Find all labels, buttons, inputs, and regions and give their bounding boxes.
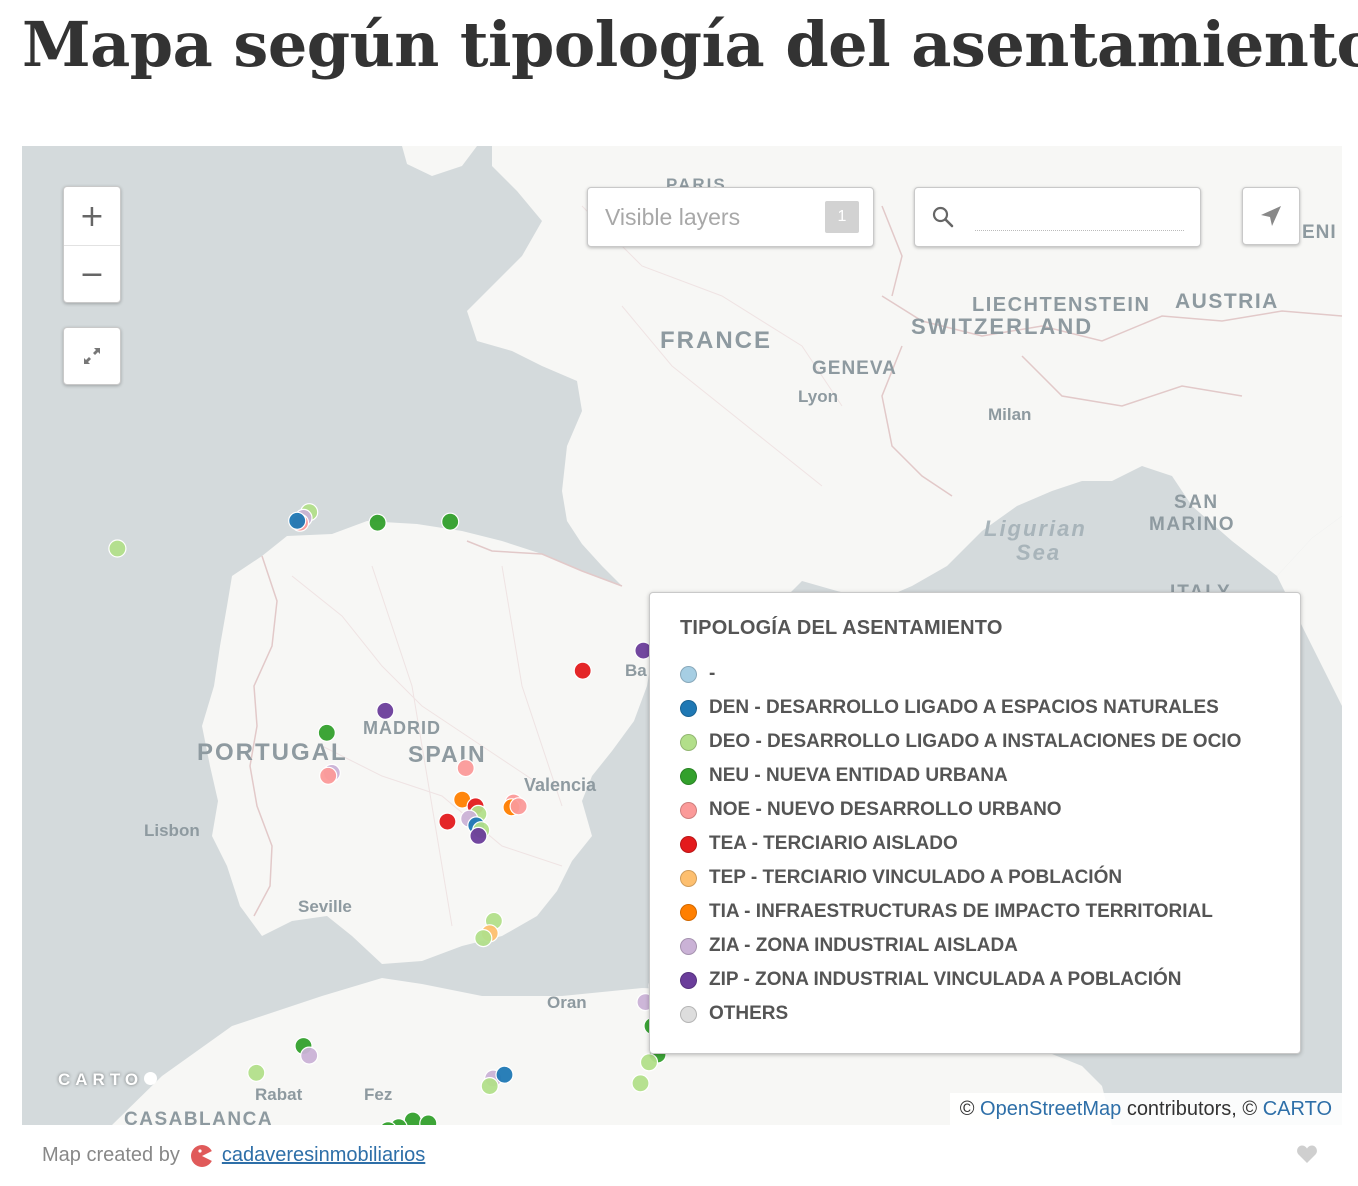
land-iberia [202,521,657,964]
carto-logo: CARTO [58,1070,158,1090]
legend-swatch [680,971,697,989]
legend-label: NEU - NUEVA ENTIDAD URBANA [709,765,1008,786]
search-box [914,187,1201,247]
country-borders [249,205,1342,917]
visible-layers-label: Visible layers [605,203,741,230]
map-marker[interactable] [389,1118,408,1125]
attribution-middle: contributors, © [1126,1097,1258,1120]
legend-swatch [680,903,697,921]
visible-layers-dropdown[interactable]: Visible layers 1 [587,187,874,247]
legend-swatch [680,869,697,887]
legend-item: OTHERS [680,997,1270,1031]
legend-item: TEA - TERCIARIO AISLADO [680,827,1270,861]
map-canvas[interactable]: PARIS FRANCE LIECHTENSTEIN AUSTRIA SWITZ… [22,146,1342,1125]
layers-count-badge: 1 [825,201,859,233]
legend-label: TEP - TERCIARIO VINCULADO A POBLACIÓN [709,867,1123,888]
heart-icon[interactable] [1296,1144,1318,1164]
carto-logo-text: CARTO [58,1070,144,1089]
zoom-out-button[interactable]: − [64,245,120,303]
legend-item: NEU - NUEVA ENTIDAD URBANA [680,759,1270,793]
map-marker[interactable] [495,1065,514,1084]
legend-swatch [680,699,697,717]
map-marker[interactable] [288,511,307,530]
legend-label: TEA - TERCIARIO AISLADO [709,833,958,854]
map-marker[interactable] [469,826,488,846]
carto-logo-dot [144,1072,158,1085]
fullscreen-icon [84,348,100,364]
land-europe [467,146,1342,626]
map-marker[interactable] [380,1121,397,1125]
attribution-copyright: © [959,1097,975,1120]
search-input[interactable] [975,203,1184,224]
legend-swatch [680,937,697,955]
map-marker[interactable] [419,1114,438,1125]
map-attribution: © OpenStreetMap contributors, © CARTO [949,1093,1342,1125]
author-link[interactable]: cadaveresinmobiliarios [221,1144,426,1166]
map-marker[interactable] [480,1076,499,1096]
legend-swatch [680,1005,697,1023]
legend-item: TIA - INFRAESTRUCTURAS DE IMPACTO TERRIT… [680,895,1270,929]
fullscreen-button[interactable] [63,327,121,385]
land-italy [1277,516,1342,706]
legend-label: DEN - DESARROLLO LIGADO A ESPACIOS NATUR… [709,697,1219,718]
land-uk [402,146,477,176]
legend-swatch [680,835,697,853]
locate-button[interactable] [1242,187,1300,245]
legend-item: NOE - NUEVO DESARROLLO URBANO [680,793,1270,827]
map-marker[interactable] [368,513,387,532]
legend-item: ZIA - ZONA INDUSTRIAL AISLADA [680,929,1270,963]
map-marker[interactable] [639,1053,659,1072]
map-marker[interactable] [631,1074,650,1093]
legend-swatch [680,767,697,785]
legend-label: OTHERS [709,1003,789,1024]
legend-swatch [680,665,697,683]
legend-list: - DEN - DESARROLLO LIGADO A ESPACIOS NATU… [680,657,1270,1031]
legend-label: TIA - INFRAESTRUCTURAS DE IMPACTO TERRIT… [709,901,1213,922]
map-marker[interactable] [403,1111,422,1125]
legend-label: ZIP - ZONA INDUSTRIAL VINCULADA A POBLAC… [709,969,1182,990]
page-title: Mapa según tipología del asentamiento [22,8,1358,81]
map-marker[interactable] [376,701,395,720]
user-avatar-icon [190,1144,214,1167]
legend-item: DEN - DESARROLLO LIGADO A ESPACIOS NATUR… [680,691,1270,725]
legend-label: ZIA - ZONA INDUSTRIAL AISLADA [709,935,1018,956]
legend-label: DEO - DESARROLLO LIGADO A INSTALACIONES … [709,731,1242,752]
legend-item: - [680,657,1270,691]
map-footer: Map created by cadaveresinmobiliarios [22,1125,1342,1186]
map-marker[interactable] [456,758,475,778]
map-marker[interactable] [108,539,127,558]
legend-item: ZIP - ZONA INDUSTRIAL VINCULADA A POBLAC… [680,963,1270,997]
map-marker[interactable] [441,512,460,531]
zoom-control: + − [63,186,121,303]
map-marker[interactable] [438,812,457,831]
map-marker[interactable] [573,661,592,680]
zoom-in-button[interactable]: + [79,198,105,234]
basemap[interactable] [22,146,1342,1125]
map-marker[interactable] [319,766,338,785]
legend-panel: TIPOLOGÍA DEL ASENTAMIENTO - DEN - DESARR… [649,592,1301,1054]
legend-item: DEO - DESARROLLO LIGADO A INSTALACIONES … [680,725,1270,759]
legend-label: - [709,663,716,684]
legend-swatch [680,733,697,751]
navigation-arrow-icon [1261,206,1281,226]
map-marker[interactable] [474,928,493,948]
openstreetmap-link[interactable]: OpenStreetMap [980,1097,1122,1120]
map-marker[interactable] [247,1063,266,1082]
legend-item: TEP - TERCIARIO VINCULADO A POBLACIÓN [680,861,1270,895]
map-marker[interactable] [317,723,336,742]
map-marker[interactable] [300,1046,319,1065]
search-icon [932,206,954,228]
legend-swatch [680,801,697,819]
legend-title: TIPOLOGÍA DEL ASENTAMIENTO [680,617,1003,639]
legend-label: NOE - NUEVO DESARROLLO URBANO [709,799,1062,820]
carto-link[interactable]: CARTO [1262,1097,1332,1120]
footer-prefix: Map created by [42,1144,180,1166]
map-marker[interactable] [509,797,528,816]
